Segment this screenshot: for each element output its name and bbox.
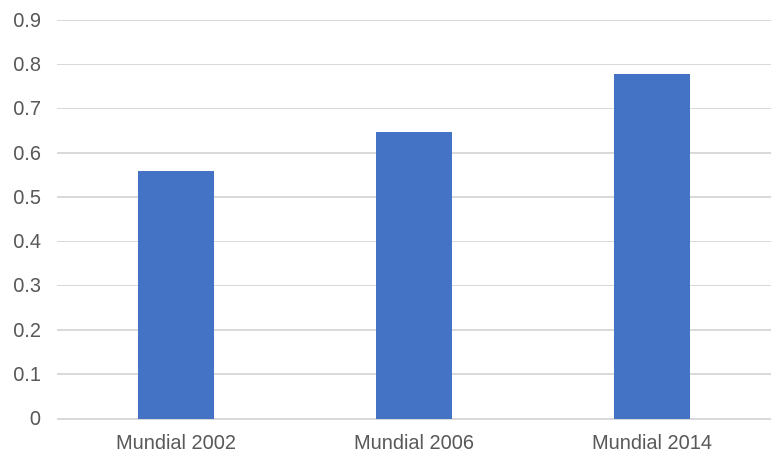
y-tick-label: 0.3 [13, 275, 41, 298]
y-tick-label: 0.8 [13, 54, 41, 77]
x-axis-line [57, 418, 771, 420]
y-tick-label: 0 [29, 408, 41, 430]
y-tick-label: 0.2 [13, 319, 41, 342]
y-tick-label: 0.1 [13, 363, 41, 386]
bar-mundial-2002 [137, 171, 214, 419]
x-category-label-mundial-2006: Mundial 2006 [353, 432, 475, 454]
plot-area [57, 19, 771, 420]
y-axis: 0 0.1 0.2 0.3 0.4 0.5 0.6 0.7 0.8 0.9 [0, 11, 41, 429]
y-tick-label: 0.4 [13, 231, 41, 254]
x-axis: Mundial 2002 Mundial 2006 Mundial 2014 [57, 431, 771, 461]
gridline [57, 63, 771, 66]
y-tick-label: 0.9 [13, 10, 41, 32]
x-category-label-mundial-2002: Mundial 2002 [115, 432, 237, 454]
y-tick-label: 0.5 [13, 186, 41, 209]
x-category-label-mundial-2014: Mundial 2014 [591, 432, 713, 454]
bar-mundial-2014 [614, 74, 690, 419]
gridline [57, 107, 771, 110]
y-tick-label: 0.7 [13, 98, 41, 121]
gridline [57, 19, 771, 21]
y-tick-label: 0.6 [13, 142, 41, 165]
bar-mundial-2006 [376, 131, 452, 419]
